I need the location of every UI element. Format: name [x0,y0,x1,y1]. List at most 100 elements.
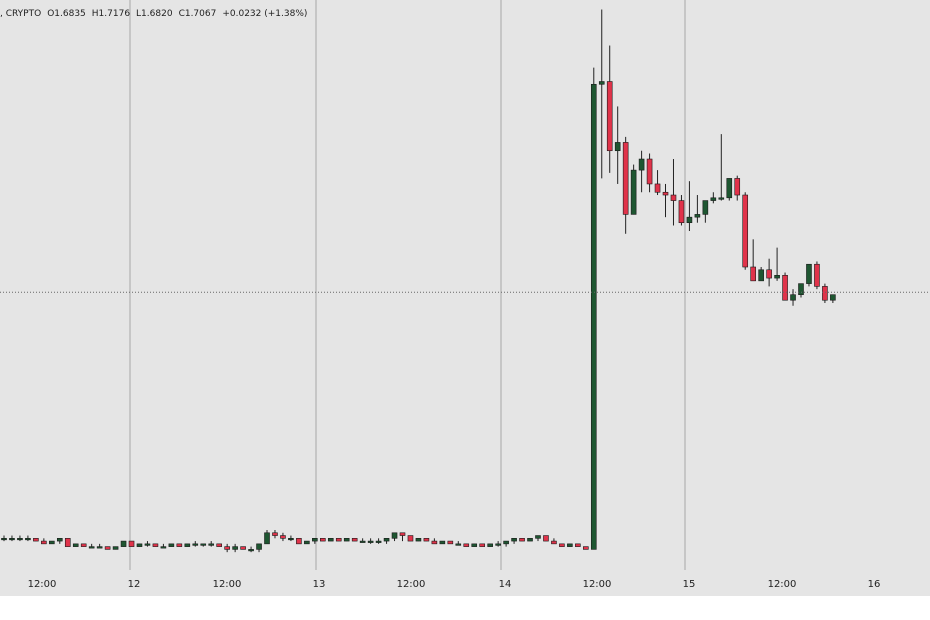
candle-59 [471,543,478,547]
candle-body-up [758,269,764,282]
candle-36 [288,535,294,542]
candle-body-up [726,178,733,199]
candle-body-down [646,158,653,185]
candle-74 [590,67,597,550]
candle-15 [120,540,127,547]
candle-67 [535,535,541,542]
candle-body-down [814,263,820,287]
candle-103 [822,283,828,303]
candle-4 [33,538,39,542]
candle-50 [399,532,406,542]
candle-51 [407,535,414,542]
candle-41 [327,538,334,542]
candle-21 [168,543,175,547]
candle-31 [248,546,254,553]
candle-body-up [304,540,310,545]
candle-body-up [830,294,836,301]
candle-body-down [766,269,772,279]
candle-37 [296,538,302,545]
candle-body-up [806,263,812,284]
candle-body-down [447,540,454,545]
candle-11 [88,543,95,549]
candle-body-up [56,538,63,542]
candle-body-down [583,546,589,550]
candle-92 [734,175,741,201]
candle-98 [782,272,788,301]
candle-104 [830,294,836,303]
candle-body-up [503,540,509,545]
candle-body-down [319,538,326,542]
candle-body-down [551,540,557,545]
candle-54 [431,538,438,545]
candle-97 [774,247,780,281]
candle-body-up [136,543,143,547]
candle-body-up [17,538,23,541]
candle-body-up [367,540,374,543]
candle-body-up [798,283,804,295]
candle-body-up [535,535,541,539]
ohlc-legend: , CRYPTO O1.6835 H1.7176 L1.6820 C1.7067 +0.0… [0,9,313,19]
candle-body-up [590,83,597,550]
candle-28 [224,543,230,553]
candle-body-up [327,538,334,542]
candle-58 [463,543,470,547]
candle-20 [160,543,167,549]
candle-38 [304,540,310,545]
candle-42 [335,538,342,542]
candle-body-up [511,538,517,542]
candle-body-up [256,543,262,550]
candle-body-up [264,532,270,545]
candle-52 [415,538,422,542]
candle-96 [766,258,772,287]
candle-body-down [240,546,246,550]
candle-body-up [160,546,167,549]
candle-44 [351,538,358,542]
chart-area[interactable] [0,0,930,570]
candle-body-down [176,543,183,547]
candle-27 [216,543,222,547]
candle-body-down [296,538,302,545]
candle-body-up [312,538,318,542]
candle-body-down [399,532,406,536]
candle-body-down [678,200,685,224]
candle-56 [447,540,454,545]
candle-body-up [96,546,103,549]
candle-24 [192,541,199,547]
candle-body-up [598,81,605,85]
candle-0 [1,535,7,542]
candle-body-down [64,538,71,547]
candle-body-down [224,546,230,550]
candle-83 [662,183,669,218]
candle-body-down [822,286,828,301]
candle-8 [64,538,71,547]
candle-body-down [128,540,135,547]
candle-body-down [431,540,438,545]
candle-53 [423,538,430,542]
candle-body-up [694,214,701,218]
candle-29 [232,543,238,553]
candle-3 [25,535,31,542]
candle-57 [455,541,462,546]
legend-symbol: , CRYPTO [0,9,42,19]
candle-63 [503,540,509,547]
candle-body-down [41,540,47,545]
candle-30 [240,546,246,550]
candle-1 [9,535,15,542]
candle-body-up [168,543,175,547]
candle-body-up [638,158,645,171]
candle-body-up [192,543,199,546]
candle-91 [726,178,733,201]
candle-9 [72,543,79,547]
candle-body-down [622,142,629,215]
legend-high: H1.7176 [91,9,131,19]
candle-34 [272,530,278,539]
candle-2 [17,535,23,542]
candle-94 [750,239,756,282]
candle-body-up [567,543,573,547]
candle-body-down [662,191,669,196]
legend-change: +0.0232 (+1.38%) [222,9,308,19]
candle-body-up [718,197,725,200]
candle-101 [806,263,812,287]
candle-80 [638,150,645,193]
candle-body-down [80,543,87,547]
